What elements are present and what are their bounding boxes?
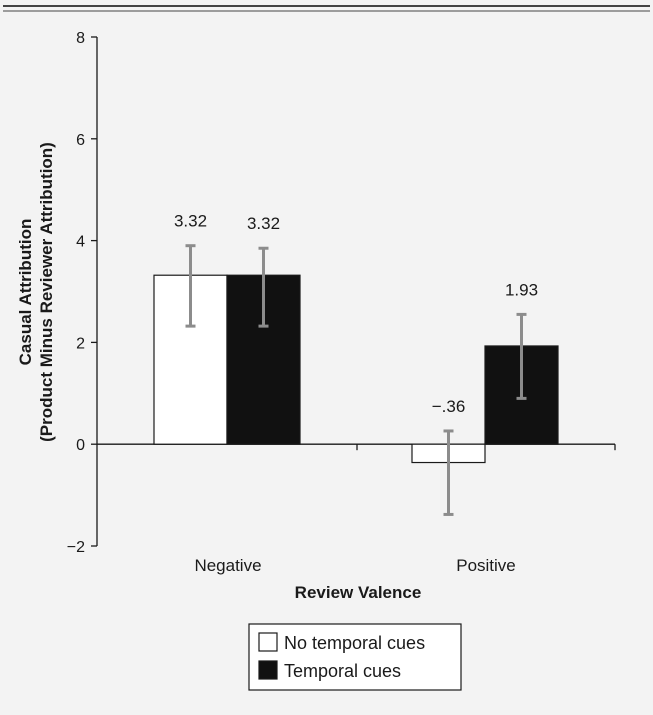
data-label: −.36 [432,397,466,416]
y-tick-label: 8 [76,30,85,47]
data-label: 3.32 [174,212,207,231]
plot-area: −2 0 2 4 6 8 3.32 −.36 3.32 1.93 Negative Positive R… [16,30,616,602]
y-tick-label: −2 [67,539,85,556]
x-tick-label-positive: Positive [456,556,516,575]
data-label: 3.32 [247,214,280,233]
legend-swatch [258,660,278,680]
y-tick-label: 2 [76,335,85,352]
x-tick-label-negative: Negative [194,556,261,575]
y-axis-title: Casual Attribution (Product Minus Reviewe… [16,142,56,442]
y-tick-label: 6 [76,132,85,149]
y-tick-label: 4 [76,234,85,251]
legend-box [248,623,462,691]
data-label: 1.93 [505,280,538,299]
y-axis-title-line: (Product Minus Reviewer Attribution) [37,142,56,442]
legend-swatch [258,632,278,652]
y-axis-title-line: Casual Attribution [16,219,35,366]
legend-label: No temporal cues [284,633,425,653]
y-tick-label: 0 [76,437,85,454]
legend: No temporal cues Temporal cues [248,623,462,691]
top-rule [3,5,650,12]
legend-label: Temporal cues [284,661,401,681]
x-axis-title: Review Valence [295,583,422,602]
